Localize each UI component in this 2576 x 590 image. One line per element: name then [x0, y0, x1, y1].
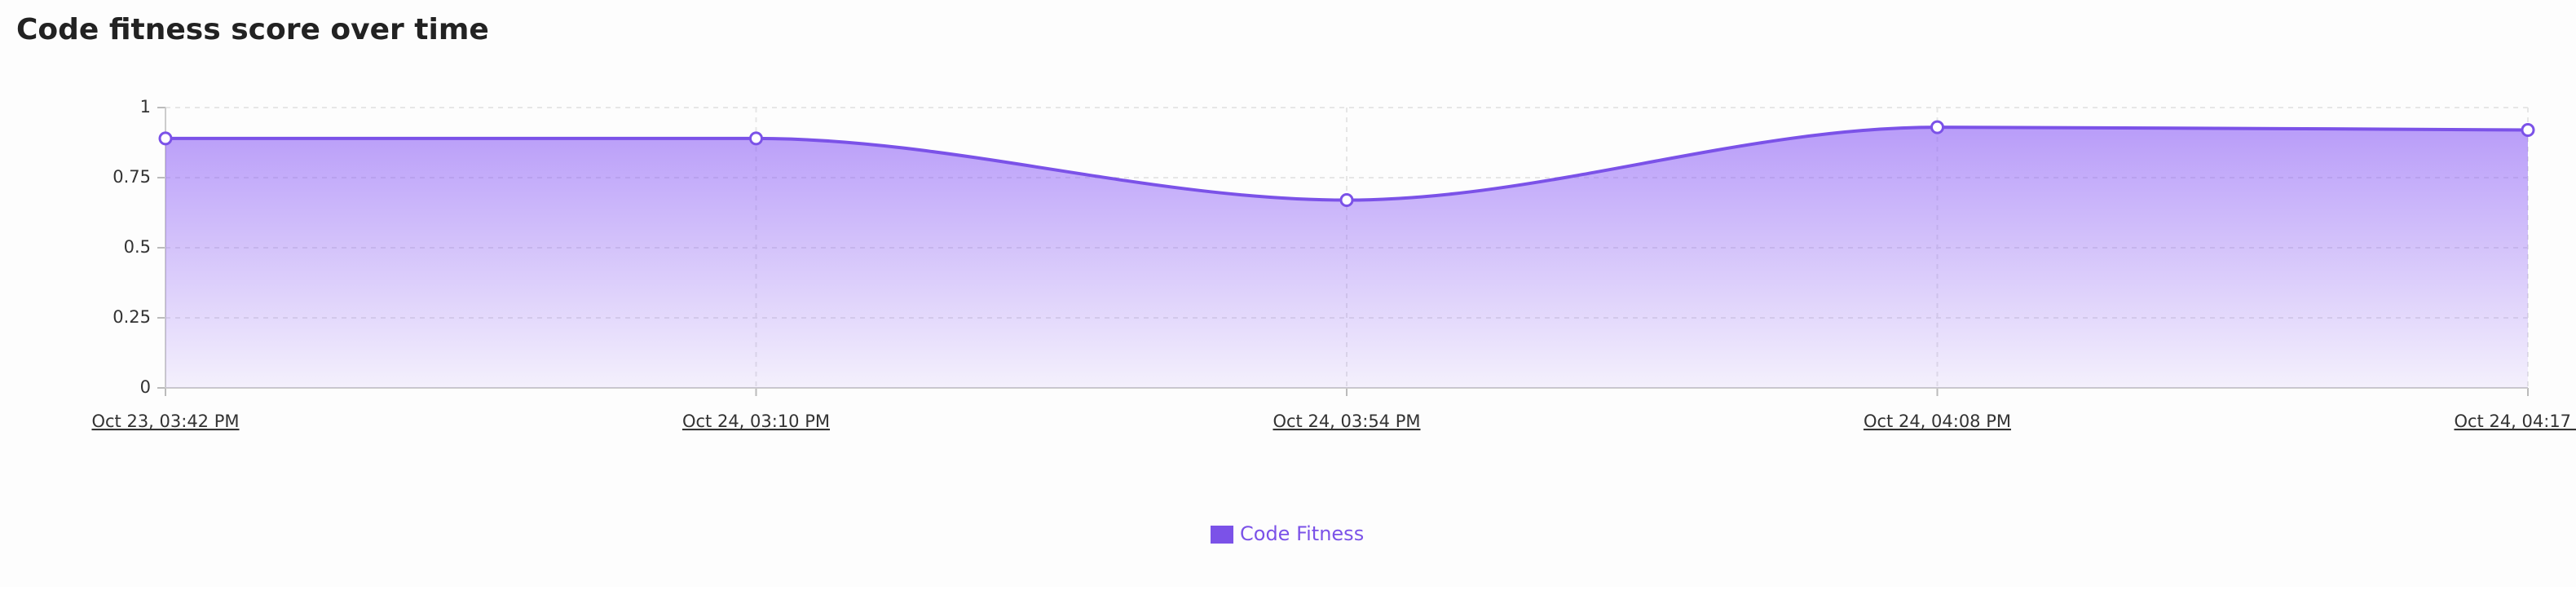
point	[158, 131, 173, 146]
point	[1930, 120, 1944, 134]
x-tick-label: Oct 23, 03:42 PM	[91, 412, 239, 431]
y-tick-label: 0.75	[112, 167, 151, 187]
x-tick-label: Oct 24, 04:17 PM	[2454, 412, 2576, 431]
x-tick-label: Oct 24, 03:54 PM	[1273, 412, 1420, 431]
legend-label: Code Fitness	[1240, 522, 1364, 545]
legend-swatch	[1211, 526, 1233, 544]
y-tick-label: 0.25	[112, 307, 151, 327]
x-tick-label: Oct 24, 04:08 PM	[1864, 412, 2011, 431]
area	[165, 127, 2528, 388]
point	[1339, 193, 1354, 208]
y-tick-label: 1	[140, 97, 151, 117]
point	[2521, 123, 2535, 138]
chart-title: Code fitness score over time	[16, 13, 489, 46]
x-tick-label: Oct 24, 03:10 PM	[682, 412, 830, 431]
y-tick-label: 0.5	[124, 237, 151, 257]
y-tick-label: 0	[140, 377, 151, 397]
point	[749, 131, 763, 146]
